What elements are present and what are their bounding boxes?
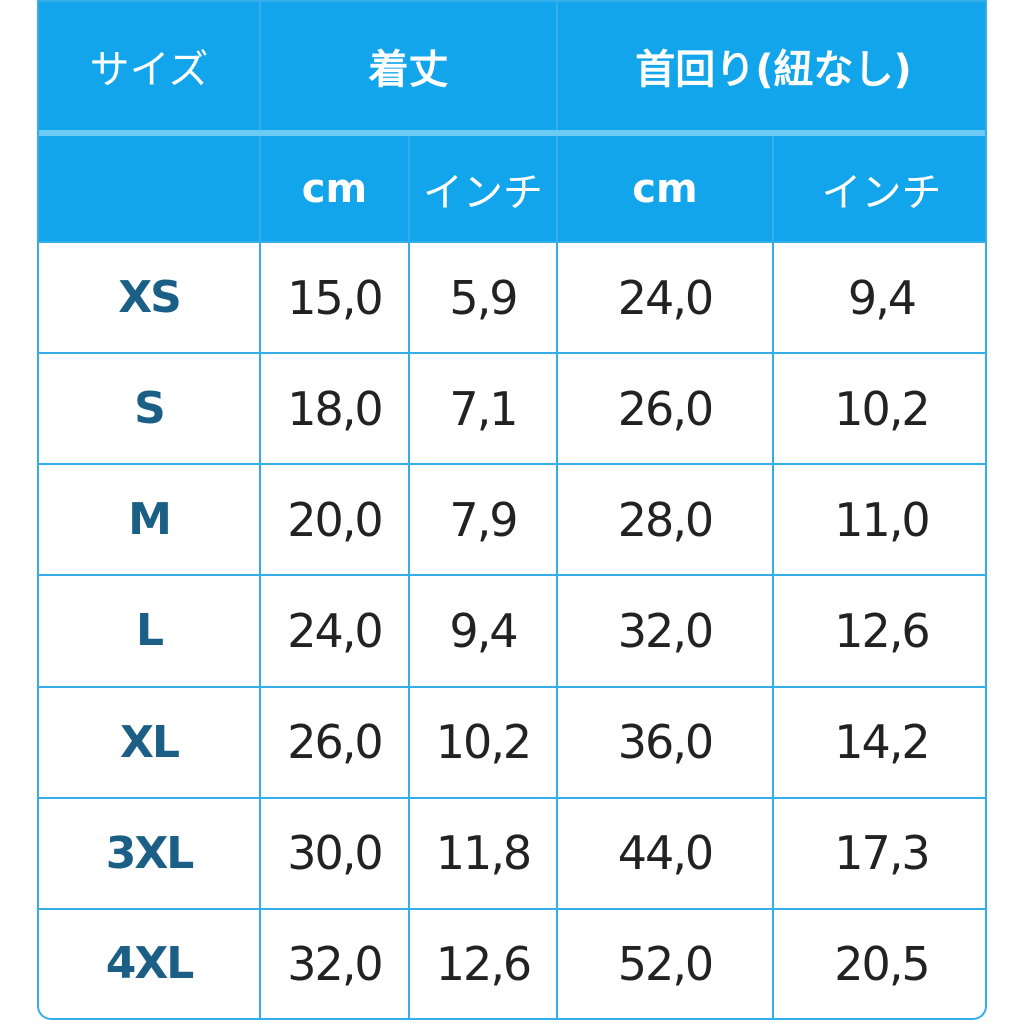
size-table: サイズ 着丈 首回り(紐なし) cm インチ cm インチ XS 15,0 5,9 2… xyxy=(39,0,985,1018)
value-cell: 10,2 xyxy=(408,685,558,799)
size-cell: XS xyxy=(39,240,261,355)
unit-cell: cm xyxy=(259,132,410,243)
size-row: 4XL 32,0 12,6 52,0 20,5 xyxy=(39,907,985,1018)
value-cell: 5,9 xyxy=(408,240,558,355)
value-cell: 30,0 xyxy=(259,796,410,910)
value-cell: 26,0 xyxy=(259,685,410,799)
header-cell: 首回り(紐なし) xyxy=(556,0,985,136)
table-header: サイズ 着丈 首回り(紐なし) cm インチ cm インチ xyxy=(39,0,985,243)
size-row: M 20,0 7,9 28,0 11,0 xyxy=(39,463,985,577)
size-cell: 3XL xyxy=(39,796,261,910)
table-body: XS 15,0 5,9 24,0 9,4 S 18,0 7,1 26,0 10,2 M 20,0 7,9… xyxy=(39,240,985,1018)
value-cell: 11,0 xyxy=(772,463,985,577)
size-row: 3XL 30,0 11,8 44,0 17,3 xyxy=(39,796,985,910)
value-cell: 52,0 xyxy=(556,907,774,1018)
value-cell: 17,3 xyxy=(772,796,985,910)
value-cell: 7,1 xyxy=(408,352,558,466)
value-cell: 20,0 xyxy=(259,463,410,577)
unit-row: cm インチ cm インチ xyxy=(39,132,985,243)
value-cell: 20,5 xyxy=(772,907,985,1018)
empty-cell xyxy=(39,132,261,243)
unit-cell: cm xyxy=(556,132,774,243)
size-row: S 18,0 7,1 26,0 10,2 xyxy=(39,352,985,466)
value-cell: 15,0 xyxy=(259,240,410,355)
value-cell: 18,0 xyxy=(259,352,410,466)
unit-cell: インチ xyxy=(408,132,558,243)
value-cell: 44,0 xyxy=(556,796,774,910)
size-cell: M xyxy=(39,463,261,577)
value-cell: 7,9 xyxy=(408,463,558,577)
size-cell: XL xyxy=(39,685,261,799)
size-row: XS 15,0 5,9 24,0 9,4 xyxy=(39,240,985,355)
header-cell: 着丈 xyxy=(259,0,558,136)
value-cell: 12,6 xyxy=(772,574,985,688)
value-cell: 10,2 xyxy=(772,352,985,466)
value-cell: 24,0 xyxy=(556,240,774,355)
value-cell: 36,0 xyxy=(556,685,774,799)
unit-cell: インチ xyxy=(772,132,985,243)
value-cell: 26,0 xyxy=(556,352,774,466)
size-cell: 4XL xyxy=(39,907,261,1018)
value-cell: 32,0 xyxy=(259,907,410,1018)
value-cell: 32,0 xyxy=(556,574,774,688)
value-cell: 11,8 xyxy=(408,796,558,910)
value-cell: 28,0 xyxy=(556,463,774,577)
size-row: L 24,0 9,4 32,0 12,6 xyxy=(39,574,985,688)
size-cell: L xyxy=(39,574,261,688)
value-cell: 14,2 xyxy=(772,685,985,799)
value-cell: 9,4 xyxy=(408,574,558,688)
size-cell: S xyxy=(39,352,261,466)
value-cell: 9,4 xyxy=(772,240,985,355)
value-cell: 24,0 xyxy=(259,574,410,688)
header-row: サイズ 着丈 首回り(紐なし) xyxy=(39,0,985,136)
header-cell: サイズ xyxy=(39,0,261,136)
size-row: XL 26,0 10,2 36,0 14,2 xyxy=(39,685,985,799)
value-cell: 12,6 xyxy=(408,907,558,1018)
size-table-frame: サイズ 着丈 首回り(紐なし) cm インチ cm インチ XS 15,0 5,9 2… xyxy=(37,0,987,1020)
